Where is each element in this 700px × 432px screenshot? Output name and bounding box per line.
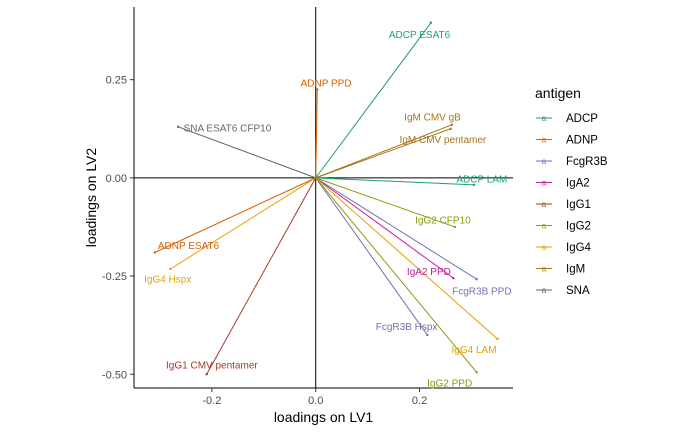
vector-label-adnp-ppd: ADNP PPD (301, 78, 352, 89)
legend-label-adnp: ADNP (566, 135, 598, 147)
x-axis-title: loadings on LV1 (274, 409, 374, 425)
plot-axes: -0.2 0.0 0.2 0.25 0.00 -0.25 -0.50 (102, 7, 513, 407)
legend-label-igg2: IgG2 (566, 221, 591, 233)
vector-tip-igm-cmv-gb (450, 123, 453, 127)
legend-label-adcp: ADCP (566, 113, 598, 125)
vector-label-adcp-lam: ADCP LAM (456, 175, 507, 186)
vector-adcp-esat6 (315, 22, 432, 179)
vector-tip-fcgr3b-hspx (426, 333, 429, 337)
legend-key-glyph: a (542, 243, 547, 252)
vector-label-fcgr3b-hspx: FcgR3B Hspx (376, 322, 438, 333)
vector-label-igg1-cmv-pentamer: IgG1 CMV pentamer (166, 360, 258, 371)
y-tick-label: 0.25 (106, 75, 127, 87)
vector-adnp-esat6 (154, 177, 316, 253)
vector-igm-cmv-pentamer (315, 128, 451, 179)
legend-key-glyph: a (542, 222, 547, 231)
vector-label-adcp-esat6: ADCP ESAT6 (389, 30, 451, 41)
legend-label-fcgr3b: FcgR3B (566, 156, 608, 168)
legend-key-glyph: a (542, 157, 547, 166)
x-tick-label: -0.2 (202, 395, 221, 407)
vector-tip-igm-cmv-pentamer (449, 127, 452, 130)
legend-key-glyph: a (542, 265, 547, 274)
x-tick-label: 0.0 (308, 395, 323, 407)
legend-key-glyph: a (542, 200, 547, 209)
vector-tip-igg2-ppd (475, 371, 478, 374)
vector-tip-adcp-lam (472, 183, 476, 187)
vector-tip-adnp-esat6 (153, 251, 156, 254)
vector-label-sna-esat6-cfp10: SNA ESAT6 CFP10 (184, 123, 272, 134)
vector-tip-igg4-hspx (169, 267, 172, 271)
vector-label-igg2-cfp10: IgG2 CFP10 (415, 215, 471, 226)
vector-sna-esat6-cfp10 (177, 126, 316, 179)
legend-label-igm: IgM (566, 264, 585, 276)
vector-label-igg2-ppd: IgG2 PPD (427, 378, 472, 389)
vector-igg2-cfp10 (315, 177, 456, 228)
vector-tip-sna-esat6-cfp10 (176, 125, 180, 128)
legend-key-glyph: a (542, 286, 547, 295)
vector-igm-cmv-gb (315, 124, 452, 179)
vector-tip-adnp-ppd (316, 88, 319, 91)
legend-key-glyph: a (542, 179, 547, 188)
vector-igg1-cmv-pentamer (206, 177, 317, 375)
vector-label-igm-cmv-gb: IgM CMV gB (404, 112, 461, 123)
legend-label-igg4: IgG4 (566, 242, 592, 254)
vector-igg2-ppd (315, 177, 478, 373)
vector-tip-igg1-cmv-pentamer (205, 373, 208, 376)
vector-fcgr3b-ppd (315, 177, 477, 280)
legend-label-sna: SNA (566, 285, 590, 297)
legend-key-glyph: a (542, 114, 547, 123)
x-tick-label: 0.2 (412, 395, 427, 407)
vector-label-fcgr3b-ppd: FcgR3B PPD (452, 286, 511, 297)
vector-labels: ADCP ESAT6 ADNP PPD SNA ESAT6 CFP10 IgM CMV… (144, 30, 511, 389)
legend: antigen a ADCP a ADNP a FcgR3B a IgA2 a IgG1 a IgG2… (535, 85, 608, 297)
vector-igg4-hspx (170, 177, 316, 270)
legend-label-iga2: IgA2 (566, 178, 590, 190)
vector-igg4-lam (315, 177, 498, 340)
legend-title: antigen (535, 85, 581, 101)
vector-tip-adcp-esat6 (429, 21, 433, 24)
legend-key-glyph: a (542, 136, 547, 145)
vector-adnp-ppd (315, 89, 318, 178)
vector-tip-igg2-cfp10 (453, 225, 457, 229)
vector-label-iga2-ppd: IgA2 PPD (407, 267, 451, 278)
vector-label-igg4-hspx: IgG4 Hspx (144, 275, 191, 286)
vector-tip-igg4-lam (496, 337, 499, 341)
vector-iga2-ppd (315, 177, 454, 279)
loading-vectors (153, 21, 499, 376)
legend-label-igg1: IgG1 (566, 199, 591, 211)
vector-fcgr3b-hspx (315, 177, 428, 336)
vector-tip-fcgr3b-ppd (475, 277, 478, 281)
y-axis-title: loadings on LV2 (83, 148, 99, 248)
vector-label-igg4-lam: IgG4 LAM (452, 345, 497, 356)
vector-label-igm-cmv-pentamer: IgM CMV pentamer (400, 135, 487, 146)
y-tick-label: 0.00 (106, 173, 127, 185)
y-tick-label: -0.50 (102, 369, 127, 381)
vector-label-adnp-esat6: ADNP ESAT6 (158, 241, 220, 252)
vector-tip-iga2-ppd (452, 276, 455, 280)
y-tick-label: -0.25 (102, 271, 127, 283)
vector-adcp-lam (315, 177, 475, 186)
